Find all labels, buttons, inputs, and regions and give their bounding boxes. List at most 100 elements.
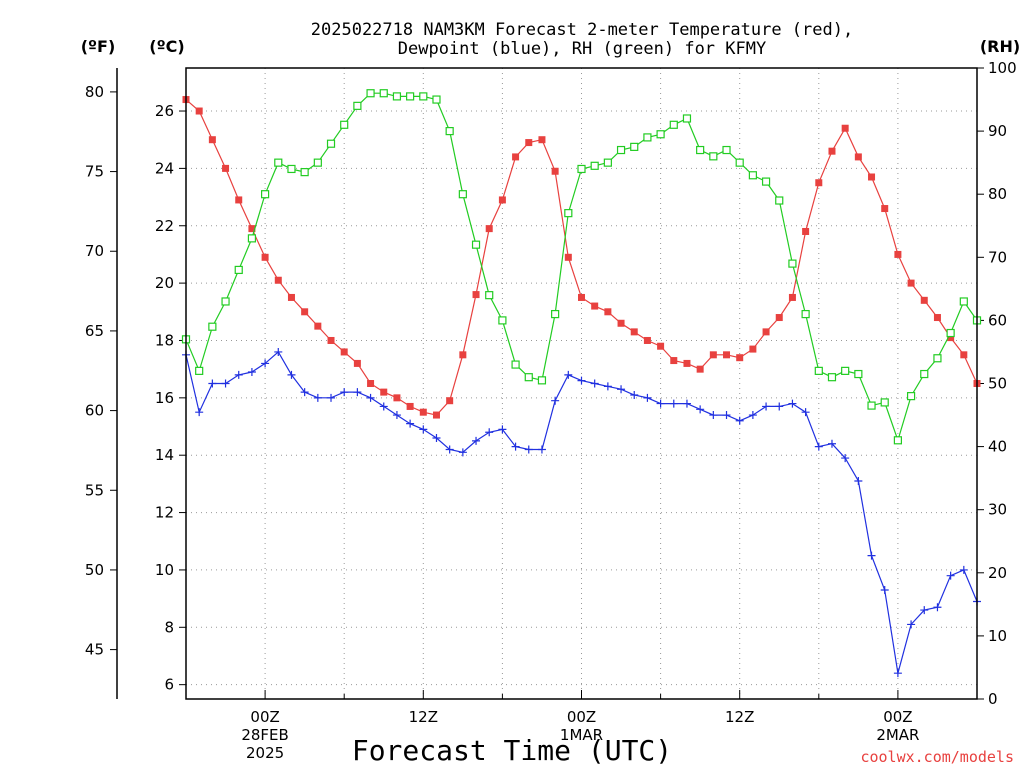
rh-point: [419, 92, 428, 101]
rh-point: [643, 133, 652, 142]
temperature-point: [841, 124, 849, 132]
rh-point: [221, 297, 230, 306]
temperature-point: [907, 279, 915, 287]
rh-tick-label: 10: [988, 627, 1007, 645]
rh-point: [682, 114, 692, 123]
rh-point: [709, 152, 718, 161]
rh-point: [340, 120, 349, 129]
rh-tick-label: 90: [988, 122, 1007, 140]
celsius-tick-label: 18: [155, 331, 174, 349]
rh-point: [247, 234, 257, 243]
temperature-point: [446, 397, 454, 405]
temperature-point: [380, 388, 388, 396]
dewpoint-point: [630, 390, 639, 399]
dewpoint-point: [419, 425, 428, 434]
temperature-line: [185, 99, 978, 416]
x-tick-label: 2MAR: [876, 726, 919, 744]
dewpoint-point: [564, 370, 573, 379]
temperature-point: [749, 345, 757, 353]
rh-point: [379, 89, 388, 98]
rh-point: [801, 309, 810, 319]
axes: 6 8 10 12 14 16 18 20 22 24 26 45 50 55 60 65 70 75 80 0 10 2…: [85, 59, 1017, 762]
dewpoint-point: [327, 393, 336, 402]
dewpoint-point: [590, 379, 599, 388]
dewpoint-point: [933, 603, 942, 612]
temperature-point: [301, 308, 309, 316]
rh-point: [577, 164, 586, 174]
temperature-point: [498, 196, 506, 204]
data-series: [181, 89, 982, 678]
rh-point: [432, 95, 441, 104]
rh-point: [616, 145, 626, 155]
temperature-point: [947, 334, 955, 342]
celsius-tick-label: 24: [155, 159, 174, 177]
rh-point: [735, 158, 744, 167]
dewpoint-point: [841, 454, 850, 463]
dewpoint-point: [537, 445, 546, 454]
temperature-point: [868, 173, 876, 181]
temperature-point: [775, 314, 783, 322]
temperature-point: [828, 147, 836, 155]
temperature-point: [920, 296, 928, 304]
temperature-point: [432, 411, 440, 419]
dewpoint-point: [748, 411, 757, 420]
dewpoint-point: [445, 445, 454, 454]
temperature-point: [459, 351, 467, 359]
rh-tick-label: 50: [988, 375, 1007, 393]
rh-point: [630, 142, 639, 151]
x-tick-label: 12Z: [725, 708, 754, 726]
dewpoint-point: [814, 442, 823, 451]
temperature-point: [696, 365, 704, 373]
temperature-point: [564, 253, 572, 261]
temperature-point: [709, 351, 717, 359]
plot-frame: [185, 67, 978, 700]
rh-point: [537, 376, 547, 385]
temperature-point: [314, 322, 322, 330]
temperature-point: [248, 225, 256, 233]
rh-point: [195, 366, 204, 375]
dewpoint-point: [511, 442, 520, 451]
dewpoint-point: [617, 385, 626, 394]
rh-point: [326, 139, 336, 148]
rh-tick-label: 20: [988, 564, 1007, 582]
dewpoint-point: [406, 419, 415, 428]
rh-point: [590, 161, 599, 170]
rh-point: [445, 126, 454, 136]
x-axis-label: Forecast Time (UTC): [352, 734, 672, 767]
rh-tick-label: 100: [988, 59, 1017, 77]
temperature-point: [235, 196, 243, 204]
x-tick-label: 1MAR: [560, 726, 603, 744]
dewpoint-point: [867, 551, 876, 560]
celsius-tick-label: 8: [164, 618, 174, 636]
dewpoint-point: [195, 408, 204, 417]
temperature-point: [261, 253, 269, 261]
temperature-point: [340, 348, 348, 356]
rh-tick-label: 70: [988, 248, 1007, 266]
dewpoint-point: [524, 445, 533, 454]
temperature-point: [762, 328, 770, 336]
dewpoint-point: [696, 405, 705, 414]
temperature-point: [512, 153, 520, 161]
rh-point: [920, 369, 929, 379]
dewpoint-point: [775, 402, 784, 411]
dewpoint-point: [880, 586, 889, 595]
temperature-point: [854, 153, 862, 161]
rh-point: [603, 158, 612, 167]
dewpoint-point: [801, 408, 810, 417]
temperature-point: [683, 359, 691, 367]
temperature-point: [643, 336, 651, 344]
dewpoint-point: [221, 379, 230, 388]
dewpoint-point: [313, 393, 322, 402]
rh-point: [498, 316, 507, 325]
rh-point: [300, 168, 309, 177]
temperature-point: [591, 302, 599, 310]
rh-point: [234, 265, 243, 275]
fahrenheit-tick-label: 65: [85, 322, 104, 340]
temperature-point: [960, 351, 968, 359]
dewpoint-point: [920, 606, 929, 615]
temperature-point: [538, 136, 546, 144]
rh-point: [867, 401, 876, 410]
dewpoint-point: [432, 433, 441, 442]
rh-point: [471, 240, 481, 249]
dewpoint-point: [735, 416, 744, 425]
